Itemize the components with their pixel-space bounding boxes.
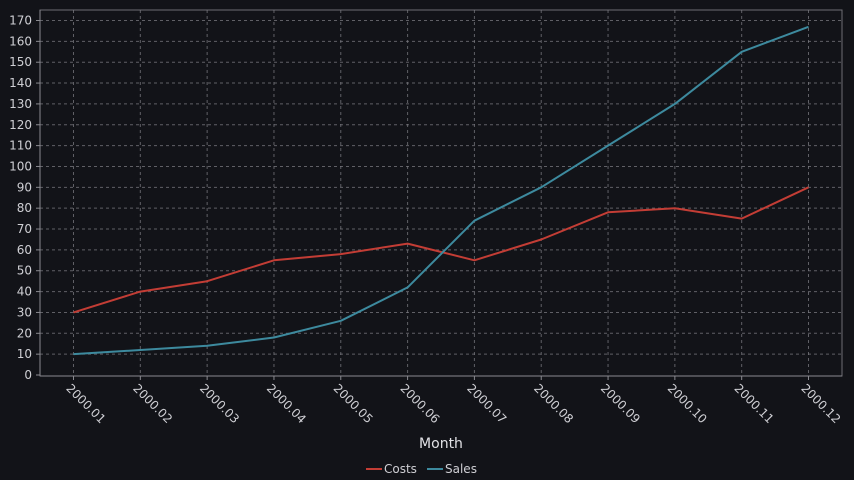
- x-tick-label: 2000.06: [397, 381, 442, 426]
- grid: [40, 10, 842, 376]
- series: [73, 25, 809, 356]
- y-tick-label: 140: [9, 76, 32, 90]
- plot-frame: [39, 9, 843, 377]
- x-tick-label: 2000.01: [63, 381, 108, 426]
- x-tick-label: 2000.12: [798, 381, 843, 426]
- y-tick-label: 40: [17, 285, 32, 299]
- legend[interactable]: Costs Sales: [366, 462, 477, 476]
- x-tick-label: 2000.04: [264, 381, 309, 426]
- y-tick-label: 30: [17, 305, 32, 319]
- x-tick-label: 2000.02: [130, 381, 175, 426]
- y-tick-label: 60: [17, 243, 32, 257]
- legend-item-costs[interactable]: Costs: [366, 462, 417, 476]
- legend-label-costs: Costs: [384, 462, 417, 476]
- x-tick-label: 2000.05: [331, 381, 376, 426]
- y-tick-label: 0: [24, 368, 32, 382]
- y-tick-label: 90: [17, 180, 32, 194]
- y-tick-label: 10: [17, 347, 32, 361]
- y-tick-label: 160: [9, 34, 32, 48]
- y-tick-label: 150: [9, 55, 32, 69]
- series-line-costs: [73, 186, 809, 314]
- legend-label-sales: Sales: [445, 462, 477, 476]
- x-tick-label: 2000.10: [665, 381, 710, 426]
- y-tick-label: 110: [9, 139, 32, 153]
- legend-item-sales[interactable]: Sales: [427, 462, 477, 476]
- y-tick-label: 20: [17, 326, 32, 340]
- y-tick-label: 70: [17, 222, 32, 236]
- y-tick-label: 80: [17, 201, 32, 215]
- y-tick-label: 50: [17, 264, 32, 278]
- x-tick-label: 2000.07: [464, 381, 509, 426]
- x-axis-title: Month: [419, 436, 463, 452]
- y-tick-label: 120: [9, 118, 32, 132]
- x-tick-label: 2000.08: [531, 381, 576, 426]
- x-tick-label: 2000.11: [732, 381, 777, 426]
- y-tick-label: 100: [9, 159, 32, 173]
- x-tick-label: 2000.09: [598, 381, 643, 426]
- series-line-sales: [73, 25, 809, 356]
- axes: 0 10 20 30 40 50 60 70 80 90 100 110 120 130 140 150 160…: [9, 10, 843, 426]
- y-tick-label: 130: [9, 97, 32, 111]
- y-tick-label: 170: [9, 14, 32, 28]
- x-tick-label: 2000.03: [197, 381, 242, 426]
